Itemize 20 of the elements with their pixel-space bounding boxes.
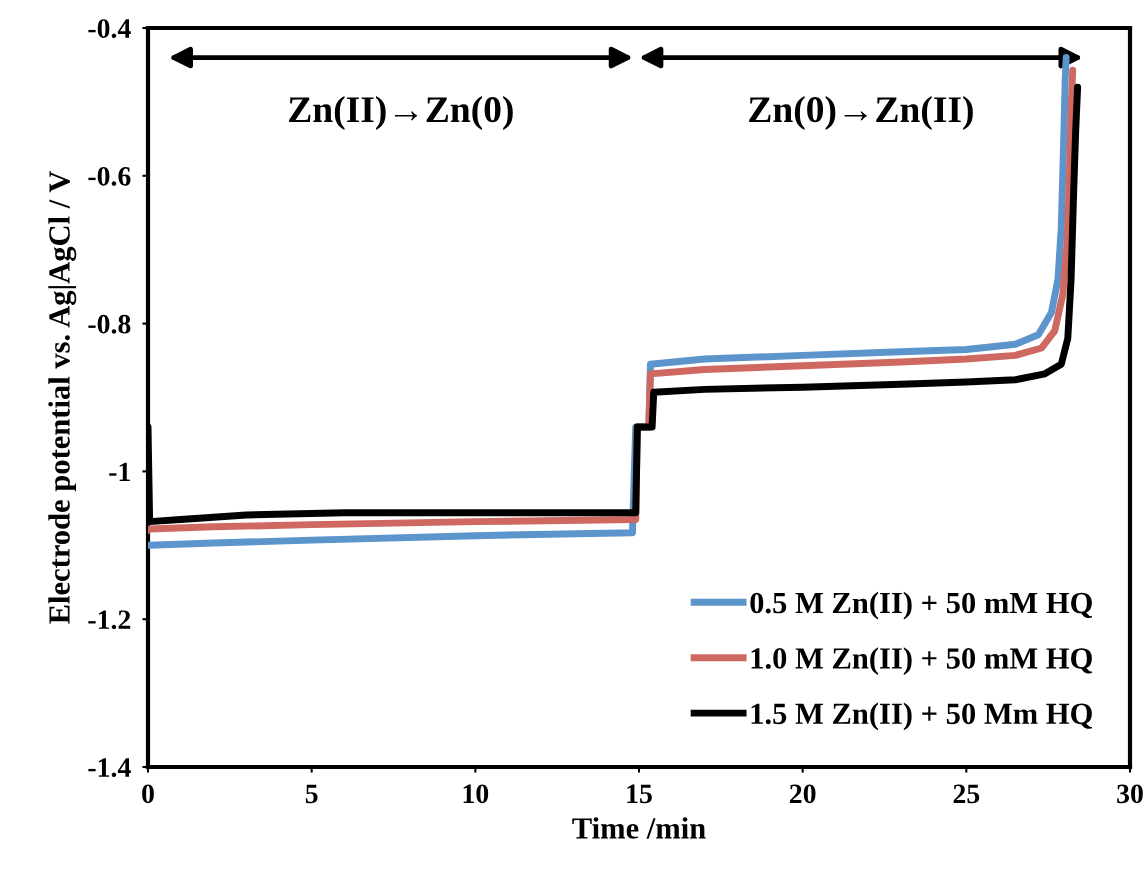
- y-tick-label: -1.4: [88, 758, 131, 778]
- y-tick-label: -1: [109, 462, 130, 482]
- annotation: Zn(0)→Zn(II): [749, 95, 973, 130]
- y-tick-label: -1.2: [88, 610, 131, 630]
- x-tick-label: 25: [953, 784, 980, 804]
- x-tick-label: 20: [789, 784, 816, 804]
- legend-label: 1.5 M Zn(II) + 50 Mm HQ: [751, 702, 1092, 731]
- x-tick-label: 5: [305, 784, 318, 804]
- x-tick-label: 0: [142, 784, 154, 804]
- y-tick-label: -0.4: [88, 19, 131, 39]
- x-tick-label: 15: [627, 784, 652, 804]
- y-tick-label: -0.8: [88, 314, 131, 334]
- x-tick-label: 30: [1117, 784, 1143, 804]
- legend-label: 1.0 M Zn(II) + 50 mM HQ: [751, 647, 1092, 675]
- y-axis-title: Electrode potential vs. Ag|AgCl / V: [48, 170, 77, 624]
- x-axis-title: Time /min: [572, 817, 706, 839]
- y-tick-label: -0.6: [88, 166, 131, 186]
- annotation: Zn(II)→Zn(0): [289, 95, 513, 130]
- x-tick-label: 10: [463, 784, 489, 804]
- legend-label: 0.5 M Zn(II) + 50 mM HQ: [750, 591, 1092, 620]
